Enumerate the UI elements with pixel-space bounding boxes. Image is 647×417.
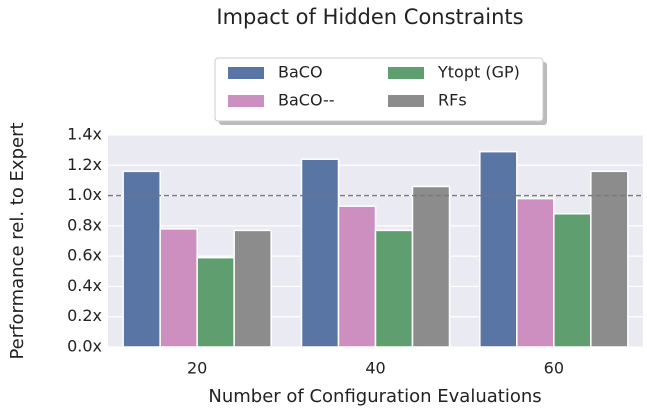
legend-label: Ytopt (GP) <box>437 63 520 82</box>
y-tick-label: 0.0x <box>67 337 102 356</box>
x-tick-label: 40 <box>365 359 385 378</box>
bar <box>374 229 414 348</box>
legend-swatch <box>228 67 264 79</box>
legend-box <box>214 57 544 122</box>
x-axis-label: Number of Configuration Evaluations <box>208 386 541 407</box>
bar <box>233 229 272 348</box>
bar <box>590 170 629 348</box>
bar <box>553 212 592 348</box>
y-tick-label: 1.2x <box>67 155 102 174</box>
legend-label: BaCO-- <box>278 91 335 110</box>
bar <box>479 150 518 348</box>
bar <box>516 197 555 348</box>
bar <box>196 256 235 348</box>
x-tick-label: 20 <box>187 359 207 378</box>
bar <box>159 228 198 348</box>
y-tick-label: 0.6x <box>67 246 102 265</box>
bar <box>337 205 377 348</box>
y-tick-label: 1.0x <box>67 185 102 204</box>
legend-swatch <box>228 95 264 107</box>
bar <box>411 185 451 348</box>
chart-title: Impact of Hidden Constraints <box>216 5 523 29</box>
legend-swatch <box>388 95 424 107</box>
y-tick-label: 0.8x <box>67 215 102 234</box>
bar <box>300 158 340 348</box>
y-tick-label: 0.4x <box>67 276 102 295</box>
y-tick-label: 0.2x <box>67 306 102 325</box>
legend-label: RFs <box>438 91 467 110</box>
y-tick-label: 1.4x <box>67 125 102 144</box>
x-tick-label: 60 <box>544 359 564 378</box>
y-axis-label: Performance rel. to Expert <box>7 122 28 359</box>
legend-label: BaCO <box>278 63 323 82</box>
legend-swatch <box>388 67 424 79</box>
bar <box>122 170 161 348</box>
